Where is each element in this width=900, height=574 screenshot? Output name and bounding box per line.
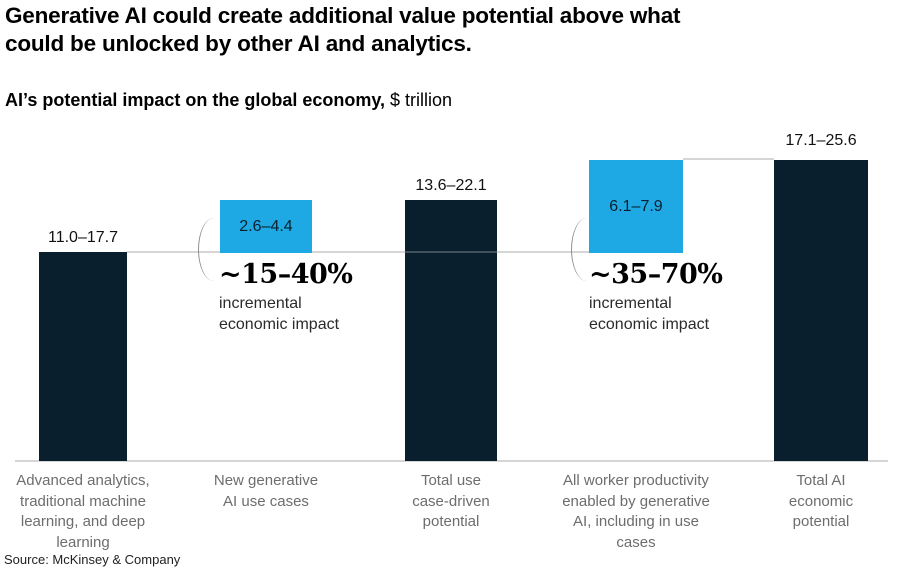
- value-label-total-use-case: 13.6–22.1: [415, 177, 487, 194]
- annotation-productivity-impact: ~35–70% incremental economic impact: [589, 259, 723, 335]
- annotation-detail: incremental economic impact: [219, 295, 340, 333]
- page-title: Generative AI could create additional va…: [5, 3, 681, 56]
- category-label-total-use-case: Total use case-driven potential: [412, 472, 490, 530]
- value-label-advanced-analytics: 11.0–17.7: [48, 229, 118, 246]
- baseline-axis: [15, 460, 888, 462]
- annotation-detail: incremental economic impact: [589, 295, 710, 333]
- connector-line-left: [127, 251, 589, 253]
- chart-subtitle: AI’s potential impact on the global econ…: [5, 90, 452, 111]
- connector-line-right: [683, 158, 774, 160]
- bar-total-ai-potential: [774, 160, 868, 461]
- chart-subtitle-bold: AI’s potential impact on the global econ…: [5, 90, 386, 110]
- annotation-headline: ~35–70%: [589, 259, 723, 290]
- chart-subtitle-unit: $ trillion: [385, 90, 453, 110]
- category-label-total-ai: Total AI economic potential: [788, 472, 854, 530]
- annotation-arc-icon: [198, 218, 215, 281]
- source-note: Source: McKinsey & Company: [4, 552, 181, 567]
- bar-worker-productivity: 6.1–7.9: [589, 160, 683, 253]
- bar-new-genai-use-cases: 2.6–4.4: [220, 200, 312, 253]
- value-label-worker-productivity: 6.1–7.9: [609, 197, 663, 215]
- value-label-new-genai: 2.6–4.4: [239, 217, 293, 235]
- value-label-total-ai: 17.1–25.6: [785, 132, 857, 149]
- annotation-arc-icon: [571, 218, 588, 281]
- bar-total-use-case-potential: [405, 200, 497, 461]
- bar-advanced-analytics: [39, 252, 127, 461]
- category-label-worker-productivity: All worker productivity enabled by gener…: [562, 472, 710, 551]
- category-label-new-genai: New generative AI use cases: [213, 472, 319, 510]
- category-label-advanced-analytics: Advanced analytics, traditional machine …: [16, 472, 150, 551]
- connector-line-left-overlay: [405, 251, 497, 253]
- annotation-headline: ~15–40%: [219, 259, 353, 290]
- annotation-genai-impact: ~15–40% incremental economic impact: [219, 259, 353, 335]
